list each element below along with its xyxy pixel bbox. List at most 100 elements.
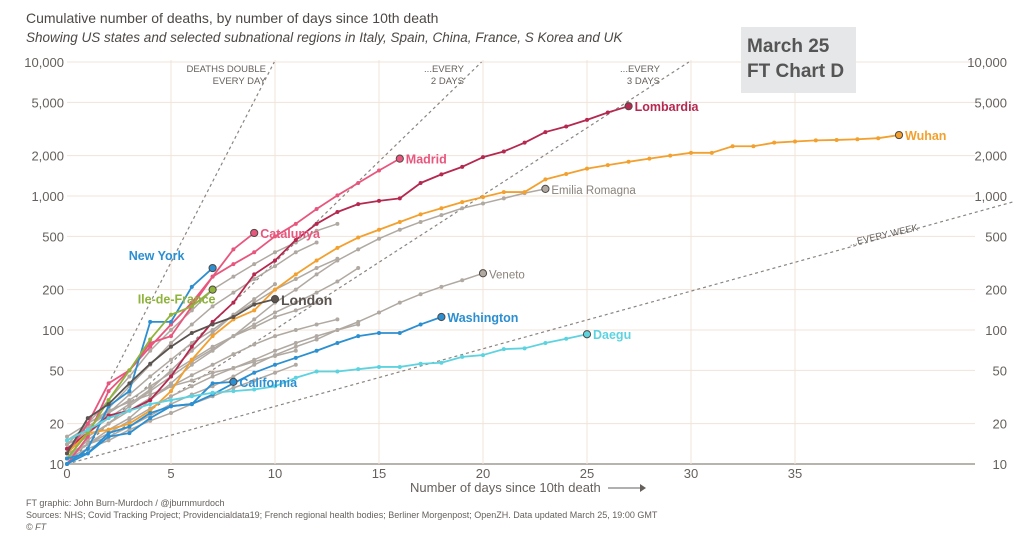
data-point <box>314 334 319 339</box>
series-line <box>66 232 255 454</box>
data-point <box>127 374 132 379</box>
series-label-lombardia: Lombardia <box>635 100 700 114</box>
data-point <box>273 250 277 255</box>
data-point <box>231 374 236 379</box>
data-point <box>189 308 194 313</box>
grid <box>67 60 975 465</box>
x-tick-label: 25 <box>580 466 594 481</box>
data-point <box>541 184 550 193</box>
data-point <box>293 340 298 345</box>
data-point <box>522 140 527 145</box>
data-point <box>148 374 153 379</box>
data-point <box>148 319 153 324</box>
data-point <box>148 361 153 366</box>
data-point <box>293 328 298 332</box>
x-axis-label: Number of days since 10th death <box>410 480 601 495</box>
x-tick-label: 5 <box>167 466 174 481</box>
data-point <box>293 375 298 380</box>
data-point <box>501 196 506 201</box>
data-point <box>709 150 714 155</box>
data-point <box>252 378 257 383</box>
data-point <box>169 340 173 345</box>
y-tick-label-right: 100 <box>985 323 1007 338</box>
data-point <box>273 370 277 375</box>
data-point <box>189 340 194 345</box>
data-point <box>273 353 277 358</box>
data-point <box>335 245 340 250</box>
data-point <box>127 418 132 423</box>
data-point <box>189 373 194 378</box>
data-point <box>397 196 402 201</box>
series-daegu <box>65 330 592 443</box>
data-point <box>356 266 361 271</box>
data-point <box>252 370 257 375</box>
data-point <box>460 278 465 283</box>
x-axis-arrow <box>608 484 646 492</box>
data-point <box>169 328 173 332</box>
data-point <box>314 348 319 353</box>
data-point <box>106 381 111 386</box>
series-london <box>65 295 280 456</box>
series-label-ile-de-france: Ile-de-France <box>138 293 216 307</box>
data-point <box>85 431 90 436</box>
data-point <box>169 384 173 389</box>
data-point <box>356 322 361 327</box>
y-tick-label-right: 1,000 <box>974 189 1007 204</box>
data-point <box>189 362 194 367</box>
data-point <box>231 366 236 371</box>
data-point <box>65 434 69 439</box>
data-point <box>543 130 548 135</box>
data-point <box>210 322 215 327</box>
data-point <box>397 227 402 232</box>
data-point <box>106 398 111 403</box>
data-point <box>106 402 111 407</box>
data-point <box>273 310 277 315</box>
data-point <box>293 277 298 282</box>
data-point <box>106 434 111 439</box>
data-point <box>127 381 132 386</box>
y-tick-label-left: 50 <box>50 363 64 378</box>
data-point <box>564 336 569 341</box>
data-point <box>169 398 173 403</box>
y-tick-label-right: 500 <box>985 229 1007 244</box>
data-point <box>169 357 173 362</box>
data-point <box>169 394 173 399</box>
data-point <box>293 287 298 292</box>
data-point <box>751 144 756 149</box>
data-point <box>564 171 569 176</box>
data-point <box>189 394 194 399</box>
series-label-washington: Washington <box>447 311 518 325</box>
data-point <box>189 330 194 335</box>
data-point <box>273 334 277 339</box>
data-point <box>210 334 215 339</box>
series-label-london: London <box>281 292 332 308</box>
data-point <box>85 446 90 451</box>
data-point <box>270 295 280 304</box>
data-point <box>478 269 488 278</box>
series-california <box>65 377 238 466</box>
data-point <box>252 362 257 367</box>
data-point <box>689 150 693 155</box>
data-point <box>252 359 257 364</box>
data-point <box>210 304 215 309</box>
data-point <box>335 193 340 198</box>
data-point <box>314 369 319 374</box>
data-point <box>460 206 465 211</box>
data-point <box>481 201 485 206</box>
data-point <box>169 319 173 324</box>
data-point <box>273 348 277 353</box>
data-point <box>481 353 485 358</box>
data-point <box>85 421 90 426</box>
data-point <box>543 340 548 345</box>
series-labels: Emilia Romagna Veneto Lombardia Madrid Catal… <box>129 100 947 390</box>
series-lombardia <box>65 102 633 451</box>
data-point <box>481 155 485 160</box>
data-point <box>189 348 194 353</box>
data-point <box>314 206 319 211</box>
data-point <box>293 272 298 277</box>
data-point <box>395 154 404 163</box>
series-label-wuhan: Wuhan <box>905 129 946 143</box>
data-point <box>127 424 132 429</box>
data-point <box>250 228 259 238</box>
